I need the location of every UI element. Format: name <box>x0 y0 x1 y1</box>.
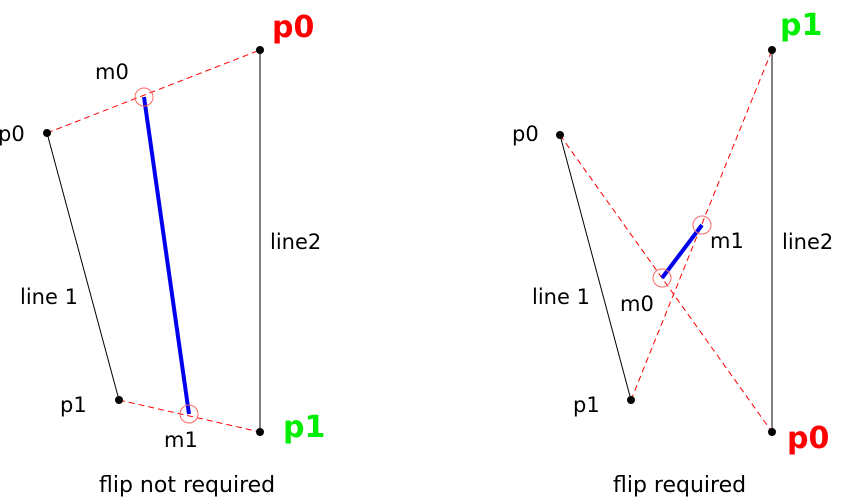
left-line2-p1-label: p1 <box>283 410 325 445</box>
left-line1-p0-point <box>43 129 51 137</box>
right-line1-p1-point <box>627 396 635 404</box>
right-m0-marker <box>652 268 672 288</box>
right-m1-label: m1 <box>710 229 744 253</box>
right-line2-p1-point <box>768 46 776 54</box>
left-m1-marker <box>179 404 199 424</box>
left-line1-p1-label: p1 <box>60 393 87 417</box>
right-caption: flip required <box>613 473 746 497</box>
right-line-1 <box>559 134 632 401</box>
left-line2-label: line2 <box>270 230 321 254</box>
right-line2-p0-point <box>768 428 776 436</box>
left-line2-p0-point <box>256 46 264 54</box>
right-line2-label: line2 <box>782 230 833 254</box>
right-line2-p1-label: p1 <box>780 8 822 43</box>
right-line1-p0-label: p0 <box>512 122 539 146</box>
left-line1-p0-label: p0 <box>0 122 25 146</box>
right-line1-p1-label: p1 <box>573 393 600 417</box>
right-dashed-connector-p0-to-p0 <box>559 134 773 433</box>
right-panel: p0 p1 m0 m1 line 1 line2 p1 p0 flip requ… <box>512 8 833 497</box>
right-line2-p0-label: p0 <box>787 421 829 456</box>
left-m0-marker <box>134 87 154 107</box>
left-m0-label: m0 <box>95 60 129 84</box>
left-dashed-connector-bottom <box>118 399 261 433</box>
left-midpoint-segment <box>142 96 191 415</box>
left-panel: p0 p1 m0 m1 line 1 line2 p0 p1 flip not … <box>0 10 325 497</box>
right-dashed-connector-p1-to-p1 <box>630 49 773 401</box>
right-midpoint-segment <box>660 223 704 280</box>
left-caption: flip not required <box>99 473 275 497</box>
left-m1-label: m1 <box>164 428 198 452</box>
left-line2-p1-point <box>256 428 264 436</box>
left-dashed-connector-top <box>46 49 261 134</box>
right-m1-marker <box>692 215 712 235</box>
left-line2-p0-label: p0 <box>272 10 314 45</box>
left-line1-label: line 1 <box>20 285 78 309</box>
right-line1-label: line 1 <box>532 285 590 309</box>
left-line-1 <box>46 132 120 401</box>
right-m0-label: m0 <box>620 292 654 316</box>
right-line1-p0-point <box>556 131 564 139</box>
left-line1-p1-point <box>115 396 123 404</box>
